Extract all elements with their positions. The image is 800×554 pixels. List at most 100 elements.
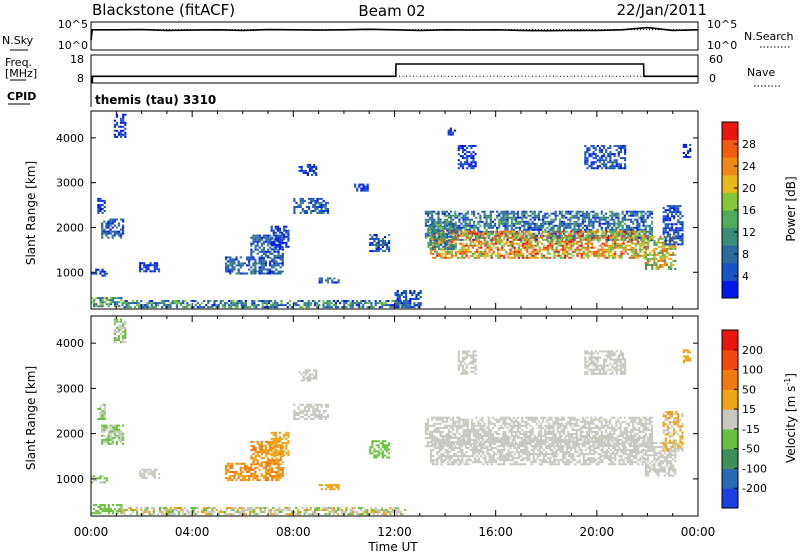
range-gate-cell: [598, 224, 601, 227]
range-gate-cell: [641, 236, 644, 239]
range-gate-cell: [537, 212, 541, 215]
range-gate-cell: [592, 161, 595, 164]
range-gate-cell: [506, 422, 509, 425]
range-gate-cell: [578, 250, 581, 253]
range-gate-cell: [275, 479, 278, 482]
range-gate-cell: [584, 161, 587, 164]
range-gate-cell: [444, 256, 447, 259]
range-gate-cell: [449, 131, 452, 134]
range-gate-cell: [605, 256, 608, 259]
range-gate-cell: [630, 254, 633, 257]
range-gate-cell: [442, 230, 445, 233]
range-gate-cell: [281, 471, 284, 473]
range-gate-cell: [142, 306, 145, 309]
range-gate-cell: [235, 473, 238, 475]
range-gate-cell: [666, 217, 669, 220]
range-gate-cell: [256, 270, 259, 273]
range-gate-cell: [190, 300, 193, 302]
range-gate-cell: [600, 167, 604, 170]
range-gate-cell: [483, 428, 486, 431]
range-gate-cell: [560, 238, 564, 241]
range-gate-cell: [547, 232, 550, 235]
range-gate-cell: [534, 256, 537, 259]
range-gate-cell: [635, 256, 638, 259]
range-gate-cell: [586, 242, 590, 245]
range-gate-cell: [594, 214, 597, 217]
range-gate-cell: [307, 304, 310, 307]
range-gate-cell: [689, 150, 692, 152]
range-gate-cell: [458, 212, 461, 215]
range-gate-cell: [452, 225, 455, 228]
range-gate-cell: [558, 210, 561, 213]
range-gate-cell: [320, 403, 323, 406]
range-gate-cell: [107, 303, 110, 306]
range-gate-cell: [250, 457, 253, 460]
range-gate-cell: [525, 210, 528, 213]
range-gate-cell: [320, 418, 323, 420]
range-gate-cell: [105, 224, 108, 227]
range-gate-cell: [584, 252, 587, 255]
range-gate-cell: [550, 222, 553, 225]
range-gate-cell: [521, 218, 524, 221]
range-gate-cell: [287, 442, 290, 444]
range-gate-cell: [579, 228, 582, 231]
range-gate-cell: [640, 220, 643, 223]
range-gate-cell: [466, 439, 469, 442]
range-gate-cell: [437, 235, 440, 238]
range-gate-cell: [275, 264, 278, 267]
range-gate-cell: [464, 216, 467, 219]
range-gate-cell: [439, 439, 442, 442]
range-gate-cell: [246, 306, 250, 309]
range-gate-cell: [143, 476, 146, 479]
range-gate-cell: [653, 251, 656, 254]
range-gate-cell: [602, 216, 605, 219]
range-gate-cell: [239, 256, 242, 259]
range-gate-cell: [120, 434, 123, 437]
range-gate-cell: [386, 244, 389, 246]
range-gate-cell: [591, 234, 594, 237]
range-gate-cell: [156, 304, 160, 307]
range-gate-cell: [517, 246, 520, 249]
range-gate-cell: [150, 304, 153, 307]
range-gate-cell: [101, 228, 104, 231]
range-gate-cell: [101, 305, 104, 308]
range-gate-cell: [600, 226, 603, 229]
range-gate-cell: [431, 223, 434, 226]
range-gate-cell: [225, 468, 228, 471]
range-gate-cell: [502, 222, 505, 225]
range-gate-cell: [333, 281, 336, 284]
range-gate-cell: [502, 416, 505, 419]
range-gate-cell: [278, 440, 282, 442]
range-gate-cell: [667, 247, 671, 250]
range-gate-cell: [603, 236, 606, 239]
range-gate-cell: [582, 230, 585, 233]
range-gate-cell: [510, 218, 513, 221]
range-gate-cell: [320, 204, 323, 206]
range-gate-cell: [301, 306, 304, 309]
range-gate-cell: [546, 222, 549, 225]
range-gate-cell: [331, 486, 334, 489]
range-gate-cell: [279, 466, 282, 469]
range-gate-cell: [364, 189, 367, 192]
range-gate-cell: [125, 304, 128, 307]
range-gate-cell: [239, 262, 242, 265]
range-gate-cell: [225, 473, 228, 475]
range-gate-cell: [511, 246, 514, 249]
range-gate-cell: [586, 214, 589, 217]
range-gate-cell: [358, 185, 361, 188]
range-gate-cell: [542, 256, 546, 259]
range-gate-cell: [117, 337, 121, 339]
range-gate-cell: [504, 214, 507, 217]
range-gate-cell: [287, 435, 290, 438]
range-gate-cell: [103, 426, 106, 429]
range-gate-cell: [464, 226, 467, 229]
range-gate-cell: [145, 266, 148, 269]
range-gate-cell: [105, 479, 108, 482]
range-gate-cell: [580, 256, 583, 259]
range-gate-cell: [620, 232, 623, 235]
range-gate-cell: [246, 479, 249, 482]
range-gate-cell: [677, 209, 680, 212]
range-gate-cell: [349, 306, 352, 309]
range-gate-cell: [647, 239, 650, 242]
range-gate-cell: [647, 257, 650, 260]
